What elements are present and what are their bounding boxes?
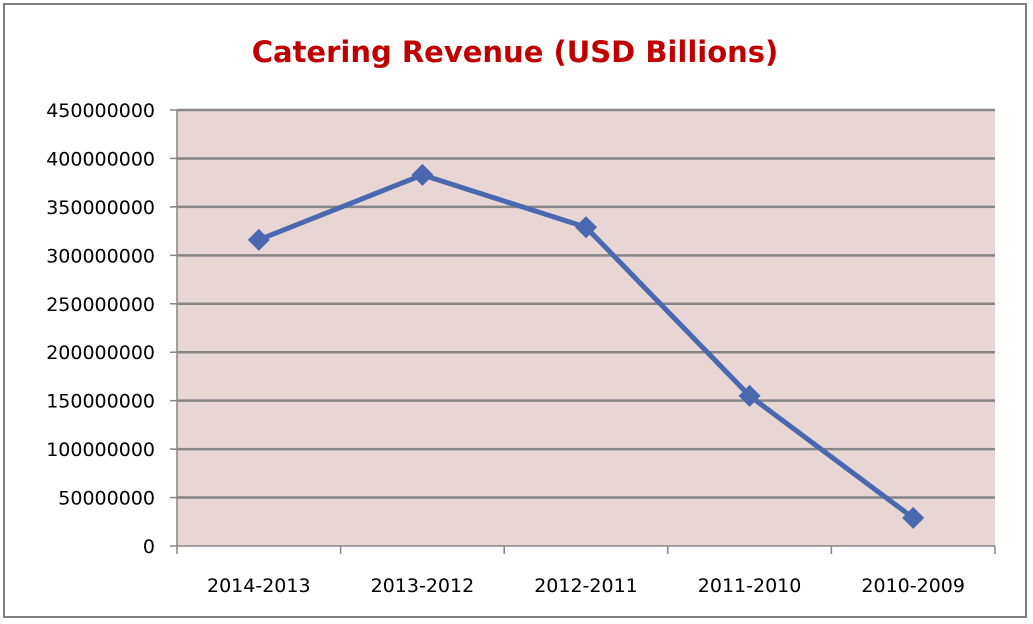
x-tick-label: 2010-2009 bbox=[861, 575, 965, 597]
data-point-marker bbox=[738, 384, 761, 407]
y-tick-label: 150000000 bbox=[46, 391, 155, 413]
y-tick-label: 400000000 bbox=[46, 148, 155, 170]
y-tick-label: 250000000 bbox=[46, 294, 155, 316]
data-point-marker bbox=[411, 163, 434, 186]
y-tick-label: 50000000 bbox=[58, 488, 155, 510]
data-point-marker bbox=[247, 228, 270, 251]
x-tick-label: 2014-2013 bbox=[207, 575, 311, 597]
y-tick-label: 0 bbox=[143, 536, 155, 558]
y-tick-label: 100000000 bbox=[46, 439, 155, 461]
chart-title: Catering Revenue (USD Billions) bbox=[252, 35, 779, 69]
y-tick-label: 450000000 bbox=[46, 100, 155, 122]
chart-frame bbox=[3, 3, 1027, 618]
y-tick-label: 300000000 bbox=[46, 245, 155, 267]
x-tick-label: 2012-2011 bbox=[534, 575, 638, 597]
plot-area bbox=[177, 110, 995, 546]
data-point-marker bbox=[575, 216, 597, 239]
y-tick-label: 200000000 bbox=[46, 342, 155, 364]
data-point-marker bbox=[902, 506, 925, 529]
y-tick-label: 350000000 bbox=[46, 197, 155, 219]
x-tick-label: 2013-2012 bbox=[371, 575, 475, 597]
x-tick-label: 2011-2010 bbox=[698, 575, 802, 597]
